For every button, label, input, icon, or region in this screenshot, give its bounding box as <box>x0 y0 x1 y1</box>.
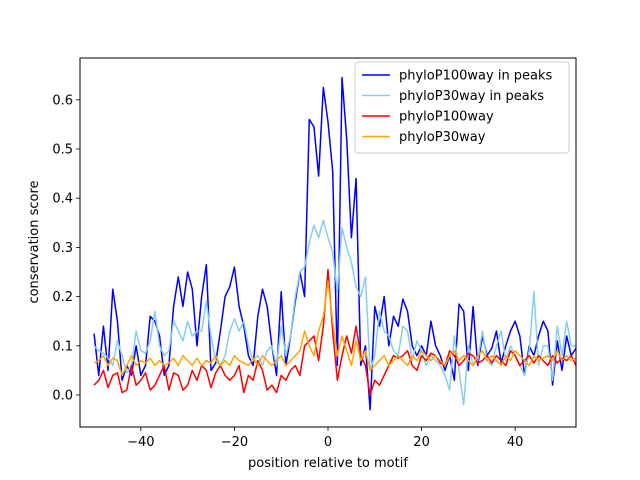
x-axis: −40 −20 0 20 40 <box>127 427 523 450</box>
series-line-0 <box>93 76 576 411</box>
x-axis-label: position relative to motif <box>248 456 408 471</box>
legend-label-1: phyloP30way in peaks <box>399 89 544 104</box>
legend-entries: phyloP100way in peaks phyloP30way in peak… <box>362 69 553 145</box>
y-tick-label: 0.6 <box>52 93 73 108</box>
y-tick-label: 0.5 <box>52 143 73 158</box>
y-tick-label: 0.3 <box>52 241 73 256</box>
series-line-1 <box>93 219 576 406</box>
x-tick-label: −20 <box>221 435 248 450</box>
legend-frame <box>354 61 570 154</box>
x-tick-label: 20 <box>413 435 430 450</box>
y-tick-label: 0.1 <box>52 339 73 354</box>
y-tick-label: 0.0 <box>52 389 73 404</box>
y-axis-label: conservation score <box>27 180 42 303</box>
x-tick-label: 40 <box>507 435 524 450</box>
plot-area <box>79 57 577 428</box>
legend-label-0: phyloP100way in peaks <box>399 69 553 84</box>
series-line-3 <box>93 281 576 377</box>
x-tick-label: −40 <box>127 435 154 450</box>
legend-label-3: phyloP30way <box>399 130 486 145</box>
y-tick-label: 0.2 <box>52 290 73 305</box>
legend-label-2: phyloP100way <box>399 110 494 125</box>
x-tick-label: 0 <box>324 435 332 450</box>
series-layer <box>93 76 576 411</box>
legend: phyloP100way in peaks phyloP30way in peak… <box>354 61 570 154</box>
y-tick-label: 0.4 <box>52 192 73 207</box>
y-axis: 0.0 0.1 0.2 0.3 0.4 0.5 0.6 <box>52 93 80 404</box>
